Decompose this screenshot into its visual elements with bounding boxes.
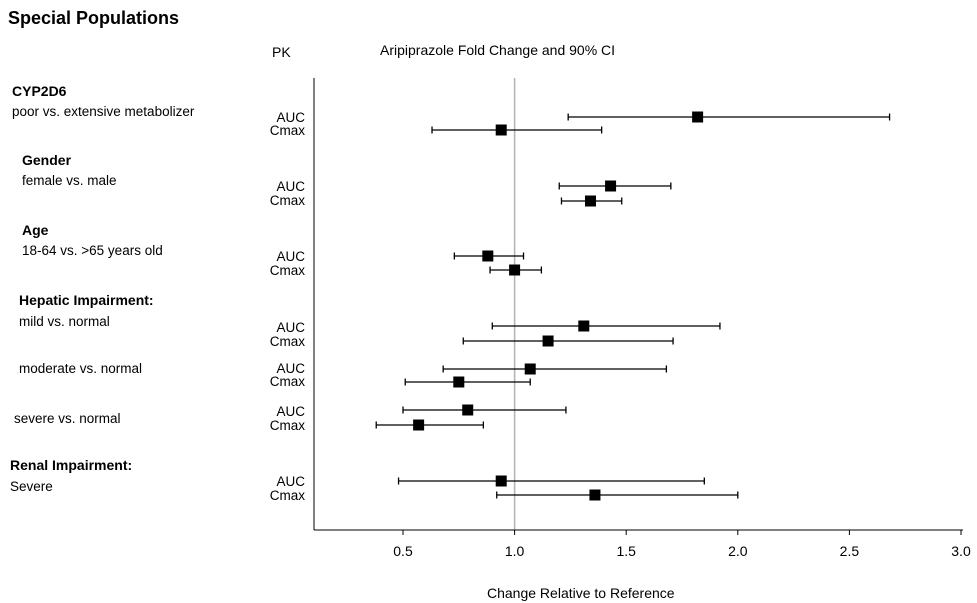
group-sub-age: 18-64 vs. >65 years old [22, 243, 163, 258]
point-estimate [584, 195, 596, 207]
group-heading-hepatic: Hepatic Impairment: [19, 292, 154, 308]
pk-label: AUC [276, 361, 305, 376]
group-heading-gender: Gender [22, 152, 72, 168]
group-sub-hepatic-moderate: moderate vs. normal [19, 361, 143, 376]
pk-label: AUC [276, 320, 305, 335]
pk-label: Cmax [269, 193, 305, 208]
group-heading-age: Age [22, 222, 49, 238]
group-sub-cyp2d6: poor vs. extensive metabolizer [12, 104, 195, 119]
pk-label: Cmax [269, 263, 305, 278]
pk-header: PK [272, 44, 291, 60]
point-estimate [413, 419, 425, 431]
point-estimate [495, 475, 507, 487]
group-sub-hepatic-severe: severe vs. normal [14, 411, 121, 426]
point-estimate [692, 111, 704, 123]
x-tick-label: 1.0 [505, 543, 525, 559]
x-tick-label: 2.5 [840, 543, 860, 559]
x-tick-label: 0.5 [393, 543, 413, 559]
pk-label: AUC [276, 110, 305, 125]
point-estimate [482, 250, 494, 262]
pk-label: Cmax [269, 334, 305, 349]
pk-label: Cmax [269, 123, 305, 138]
point-estimate [589, 489, 601, 501]
pk-label: AUC [276, 474, 305, 489]
pk-label: AUC [276, 179, 305, 194]
group-heading-renal: Renal Impairment: [10, 457, 133, 473]
point-estimate [453, 376, 465, 388]
point-estimate [578, 320, 590, 332]
group-sub-renal: Severe [10, 479, 53, 494]
point-estimate [605, 180, 617, 192]
x-tick-label: 3.0 [951, 543, 971, 559]
pk-label: AUC [276, 404, 305, 419]
x-tick-label: 1.5 [616, 543, 636, 559]
x-axis-label: Change Relative to Reference [487, 585, 675, 601]
pk-label: Cmax [269, 418, 305, 433]
group-heading-cyp2d6: CYP2D6 [12, 83, 67, 99]
point-estimate [524, 363, 536, 375]
point-estimate [462, 404, 474, 416]
group-sub-hepatic-mild: mild vs. normal [19, 314, 110, 329]
point-estimate [542, 335, 554, 347]
pk-label: Cmax [269, 488, 305, 503]
pk-label: Cmax [269, 374, 305, 389]
point-estimate [495, 124, 507, 136]
group-sub-gender: female vs. male [22, 173, 117, 188]
page-title: Special Populations [8, 8, 180, 28]
point-estimate [509, 264, 521, 276]
plot-title: Aripiprazole Fold Change and 90% CI [380, 42, 616, 58]
pk-label: AUC [276, 249, 305, 264]
x-tick-label: 2.0 [728, 543, 748, 559]
